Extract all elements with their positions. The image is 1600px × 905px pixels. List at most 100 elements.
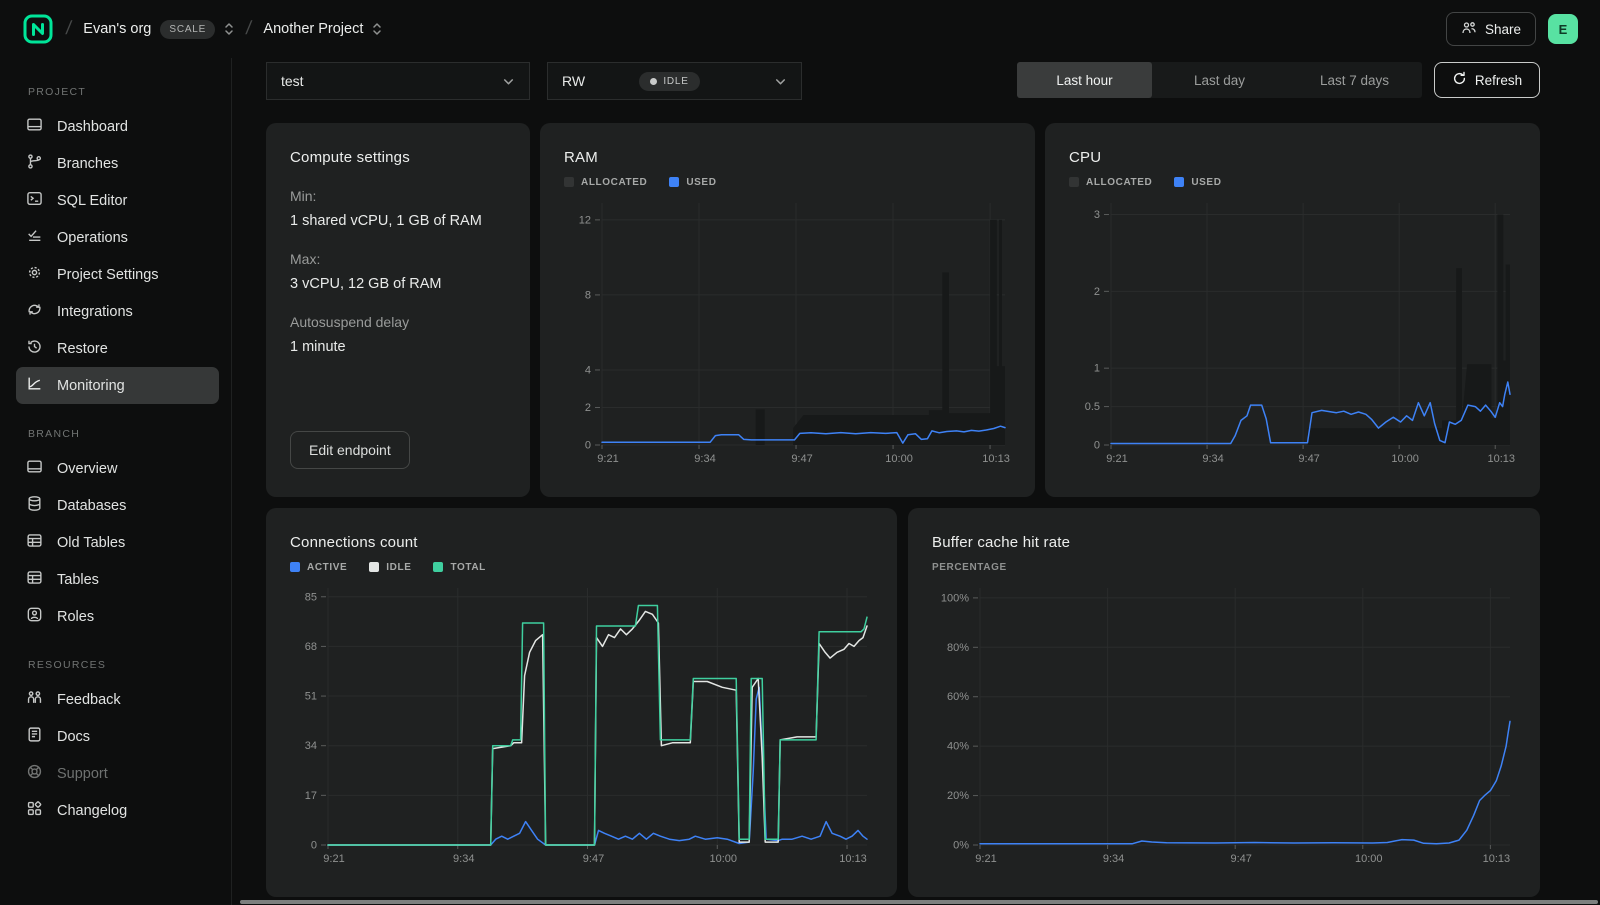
svg-text:12: 12	[579, 214, 591, 226]
svg-text:9:34: 9:34	[1202, 453, 1223, 465]
sidebar-item-label: Operations	[57, 229, 128, 246]
legend-label: ALLOCATED	[581, 176, 648, 188]
overview-icon	[26, 458, 43, 479]
card-title: CPU	[1069, 149, 1102, 166]
legend-item: USED	[669, 177, 716, 188]
edit-endpoint-button[interactable]: Edit endpoint	[290, 431, 410, 469]
tab-last-7-days[interactable]: Last 7 days	[1319, 72, 1390, 88]
sidebar-item-label: Restore	[57, 340, 108, 357]
sidebar-item-databases[interactable]: Databases	[16, 487, 213, 524]
legend-swatch	[669, 177, 680, 187]
legend-swatch	[433, 562, 444, 572]
sidebar-item-label: Support	[57, 765, 108, 782]
sidebar-item-operations[interactable]: Operations	[16, 219, 213, 256]
project-selector-icon[interactable]	[372, 21, 382, 37]
autosuspend-value: 1 minute	[290, 339, 346, 355]
branch-select[interactable]: test	[266, 62, 530, 100]
sidebar: PROJECT Dashboard Branches SQL Editor Op…	[0, 58, 232, 905]
svg-text:9:21: 9:21	[1106, 453, 1127, 465]
neon-logo[interactable]	[22, 13, 54, 45]
sidebar-section-resources: RESOURCES Feedback Docs Support Changelo…	[26, 659, 213, 829]
refresh-button[interactable]: Refresh	[1434, 62, 1540, 98]
sidebar-item-label: Project Settings	[57, 266, 159, 283]
svg-text:9:21: 9:21	[597, 453, 618, 465]
connections-chart[interactable]: 0 17 34 51 68 85 9:21 9:34 9:47 10:00 10:13	[290, 580, 873, 869]
sidebar-item-docs[interactable]: Docs	[16, 718, 213, 755]
sidebar-item-roles[interactable]: Roles	[16, 598, 213, 635]
svg-text:2: 2	[1094, 286, 1100, 298]
connections-chart-card: Connections count ACTIVE IDLE TOTAL 0 17 34 5…	[266, 508, 897, 897]
svg-text:40%: 40%	[947, 741, 969, 753]
operations-icon	[26, 227, 43, 248]
sidebar-item-integrations[interactable]: Integrations	[16, 293, 213, 330]
plan-badge: SCALE	[160, 19, 216, 39]
legend-item: ACTIVE	[290, 562, 347, 573]
legend-swatch	[369, 562, 380, 572]
endpoint-select-value: RW	[562, 73, 586, 89]
svg-text:2: 2	[585, 402, 591, 414]
sidebar-item-label: SQL Editor	[57, 192, 128, 209]
svg-text:10:13: 10:13	[982, 453, 1010, 465]
project-breadcrumb[interactable]: Another Project	[263, 21, 382, 37]
breadcrumb-separator: /	[244, 18, 253, 39]
min-value: 1 shared vCPU, 1 GB of RAM	[290, 213, 482, 229]
svg-text:100%: 100%	[941, 592, 969, 604]
integrations-icon	[26, 301, 43, 322]
sidebar-item-project-settings[interactable]: Project Settings	[16, 256, 213, 293]
svg-text:0.5: 0.5	[1085, 401, 1100, 413]
svg-text:1: 1	[1094, 363, 1100, 375]
table-icon	[26, 569, 43, 590]
svg-text:60%: 60%	[947, 691, 969, 703]
sidebar-section-label: PROJECT	[28, 86, 87, 98]
sidebar-item-label: Changelog	[57, 802, 128, 819]
monitoring-chart-icon	[26, 375, 43, 396]
legend-label: USED	[1191, 176, 1222, 188]
endpoint-status-badge: IDLE	[639, 71, 700, 91]
legend-swatch	[564, 177, 574, 187]
sidebar-item-sql-editor[interactable]: SQL Editor	[16, 182, 213, 219]
user-avatar[interactable]: E	[1548, 14, 1578, 44]
main-content: test RW IDLE Last hour	[232, 58, 1600, 905]
chart-legend: ALLOCATED USED	[1069, 175, 1516, 189]
sidebar-item-tables[interactable]: Tables	[16, 561, 213, 598]
svg-text:9:21: 9:21	[323, 853, 344, 865]
card-title: Buffer cache hit rate	[932, 534, 1071, 551]
sidebar-section-label: BRANCH	[28, 428, 81, 440]
horizontal-scrollbar[interactable]	[240, 900, 1598, 904]
share-label: Share	[1484, 21, 1521, 37]
share-button[interactable]: Share	[1445, 12, 1536, 46]
sidebar-item-monitoring[interactable]: Monitoring	[16, 367, 219, 404]
sidebar-item-overview[interactable]: Overview	[16, 450, 213, 487]
sidebar-item-feedback[interactable]: Feedback	[16, 681, 213, 718]
sidebar-item-label: Roles	[57, 608, 95, 625]
org-breadcrumb[interactable]: Evan's org SCALE	[83, 19, 234, 39]
tab-last-day[interactable]: Last day	[1193, 72, 1246, 88]
legend-label: IDLE	[386, 561, 412, 573]
sidebar-item-dashboard[interactable]: Dashboard	[16, 108, 213, 145]
sidebar-section-label: RESOURCES	[28, 659, 107, 671]
changelog-grid-icon	[26, 800, 43, 821]
sidebar-item-branches[interactable]: Branches	[16, 145, 213, 182]
sidebar-item-old-tables[interactable]: Old Tables	[16, 524, 213, 561]
svg-text:34: 34	[305, 740, 317, 752]
legend-item: IDLE	[369, 562, 411, 573]
org-selector-icon[interactable]	[224, 21, 234, 37]
buffer-cache-chart-card: Buffer cache hit rate PERCENTAGE 0% 20% 40…	[908, 508, 1540, 897]
sql-editor-icon	[26, 190, 43, 211]
sidebar-item-changelog[interactable]: Changelog	[16, 792, 213, 829]
sidebar-item-support[interactable]: Support	[16, 755, 213, 792]
buffer-cache-chart[interactable]: 0% 20% 40% 60% 80% 100% 9:21 9:34 9:47 10:00 10:13	[932, 580, 1516, 869]
endpoint-select[interactable]: RW IDLE	[547, 62, 802, 100]
refresh-icon	[1452, 71, 1467, 89]
sidebar-item-label: Overview	[57, 460, 118, 477]
sidebar-section-project: PROJECT Dashboard Branches SQL Editor Op…	[16, 86, 219, 404]
ram-chart[interactable]: 0 2 4 8 12 9:21 9:34 9:47 10:00 10:13	[564, 195, 1011, 469]
sidebar-item-restore[interactable]: Restore	[16, 330, 213, 367]
cpu-chart[interactable]: 0 0.5 1 2 3 9:21 9:34 9:47 10:00 10:13	[1069, 195, 1516, 469]
svg-text:10:13: 10:13	[1487, 453, 1515, 465]
tab-last-hour[interactable]: Last hour	[1017, 62, 1152, 98]
org-name: Evan's org	[83, 21, 152, 37]
legend-label: USED	[686, 176, 717, 188]
legend-label: ACTIVE	[307, 561, 348, 573]
